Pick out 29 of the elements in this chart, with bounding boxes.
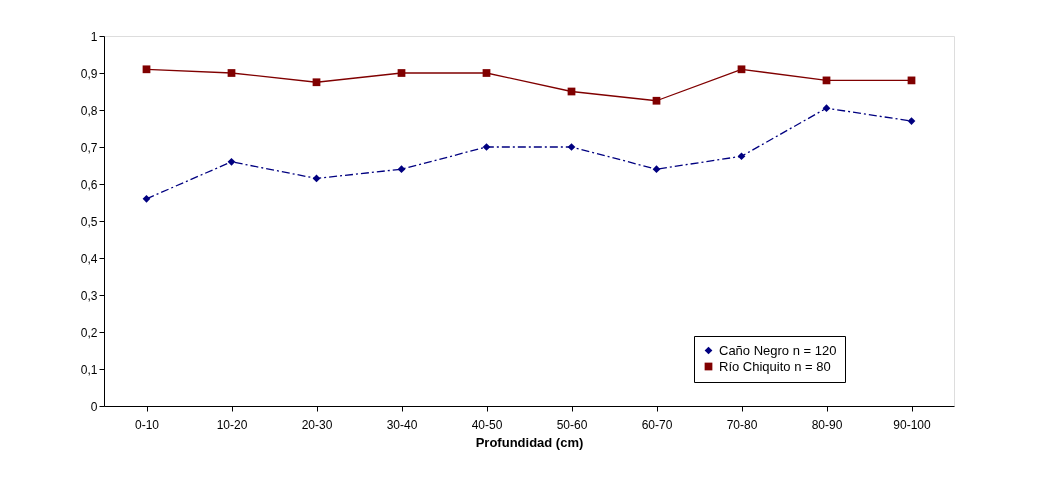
x-tick-label: 50-60 (556, 417, 588, 432)
x-tick-label: 40-50 (471, 417, 503, 432)
y-tick-label: 1 (90, 29, 98, 44)
x-tick-label: 60-70 (641, 417, 673, 432)
y-tick-label: 0 (90, 399, 98, 414)
x-tick-label: 30-40 (386, 417, 418, 432)
point (652, 165, 661, 174)
x-tick-label: 0-10 (134, 417, 160, 432)
legend-label: Río Chiquito n = 80 (719, 358, 831, 374)
y-tick-label: 0,7 (80, 140, 98, 155)
y-tick-label: 0,3 (80, 288, 98, 303)
point (397, 165, 406, 174)
point (142, 194, 151, 203)
point (227, 157, 236, 166)
point (907, 117, 916, 125)
y-tick-label: 0,2 (80, 325, 98, 340)
x-tick-label: 90-100 (893, 417, 931, 432)
y-tick-label: 0,1 (80, 362, 98, 377)
y-tick-label: 0,9 (80, 66, 98, 81)
y-tick-label: 0,6 (80, 177, 98, 192)
legend-label: Caño Negro n = 120 (719, 342, 837, 358)
y-tick-label: 0,5 (80, 214, 98, 229)
x-tick-label: 80-90 (811, 417, 843, 432)
x-tick-label: 10-20 (216, 417, 248, 432)
x-axis-title: Profundidad (cm) (475, 434, 584, 450)
x-tick-label: 20-30 (301, 417, 333, 432)
y-tick-label: 0,8 (80, 103, 98, 118)
y-tick-label: 0,4 (80, 251, 98, 266)
x-tick-label: 70-80 (726, 417, 758, 432)
